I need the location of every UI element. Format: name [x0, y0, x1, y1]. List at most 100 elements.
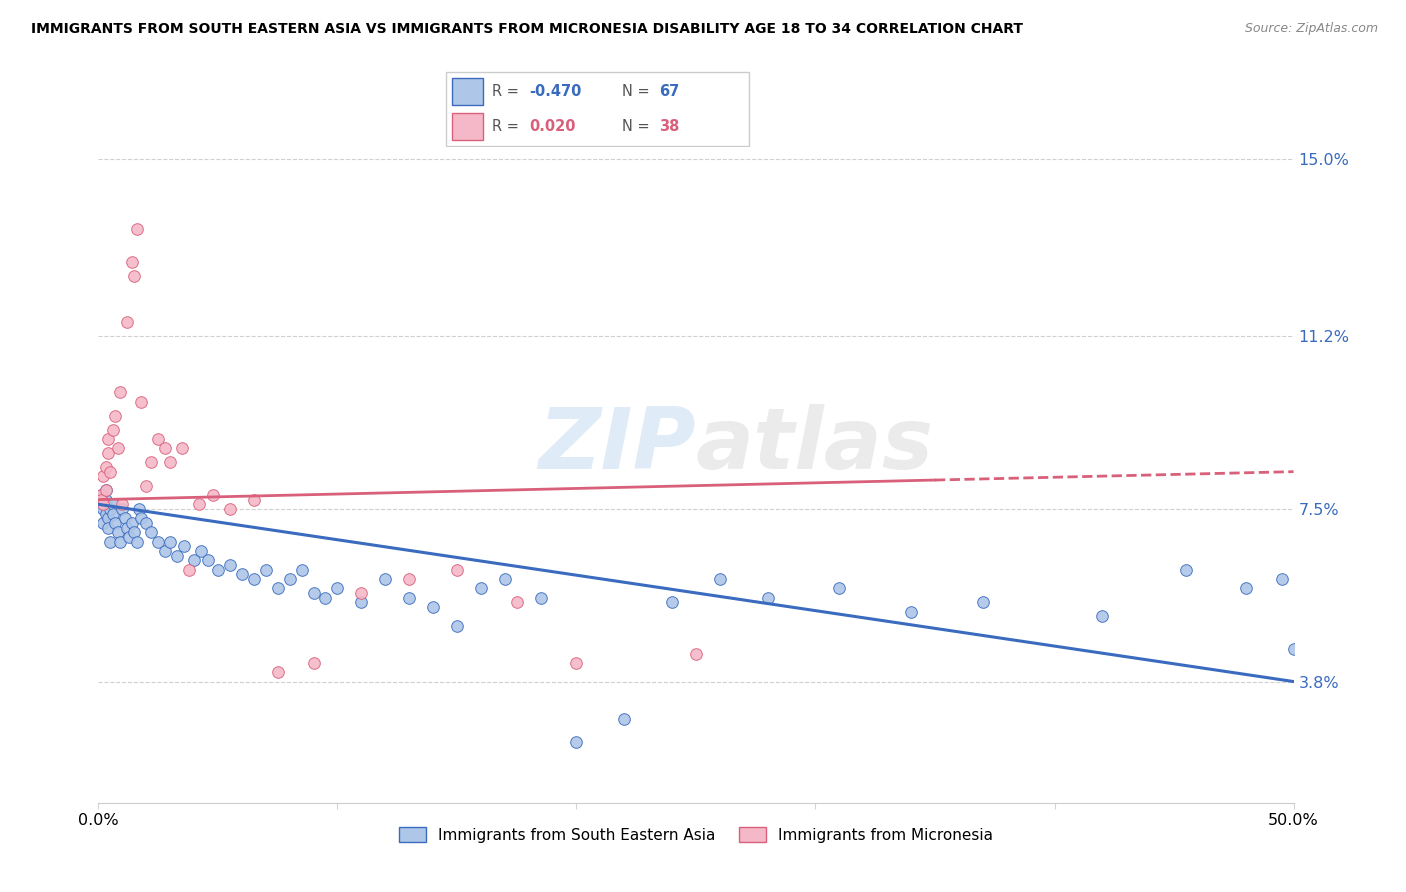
- FancyBboxPatch shape: [453, 113, 484, 140]
- Point: [139, 525, 162, 540]
- Point: [326, 581, 349, 595]
- Point: [183, 553, 205, 567]
- Point: [115, 315, 138, 329]
- Point: [565, 656, 588, 670]
- Point: [278, 572, 301, 586]
- Point: [302, 586, 325, 600]
- Legend: Immigrants from South Eastern Asia, Immigrants from Micronesia: Immigrants from South Eastern Asia, Immi…: [392, 821, 1000, 848]
- Point: [101, 507, 124, 521]
- Point: [101, 497, 124, 511]
- Point: [108, 385, 131, 400]
- Text: N =: N =: [623, 85, 655, 99]
- Point: [90, 488, 112, 502]
- Point: [159, 455, 181, 469]
- Point: [1234, 581, 1257, 595]
- Point: [148, 534, 170, 549]
- Point: [98, 534, 122, 549]
- Point: [125, 222, 148, 236]
- Point: [446, 563, 468, 577]
- Point: [494, 572, 516, 586]
- Point: [202, 488, 225, 502]
- Point: [254, 563, 277, 577]
- Point: [661, 595, 683, 609]
- Point: [148, 432, 170, 446]
- Point: [94, 492, 117, 507]
- Point: [1175, 563, 1198, 577]
- Point: [98, 465, 122, 479]
- Point: [97, 446, 120, 460]
- Point: [398, 572, 420, 586]
- Text: ZIP: ZIP: [538, 404, 696, 488]
- Point: [97, 511, 120, 525]
- Point: [709, 572, 731, 586]
- Point: [1282, 641, 1305, 656]
- Text: R =: R =: [492, 85, 524, 99]
- Point: [125, 534, 148, 549]
- Point: [398, 591, 420, 605]
- Point: [128, 502, 150, 516]
- Point: [155, 544, 177, 558]
- Point: [94, 483, 117, 498]
- Point: [374, 572, 396, 586]
- Point: [179, 563, 201, 577]
- Point: [506, 595, 529, 609]
- Point: [155, 442, 177, 456]
- Text: Source: ZipAtlas.com: Source: ZipAtlas.com: [1244, 22, 1378, 36]
- Point: [108, 534, 131, 549]
- Point: [190, 544, 212, 558]
- Point: [131, 394, 153, 409]
- Point: [114, 511, 136, 525]
- Point: [302, 656, 325, 670]
- Point: [94, 483, 117, 498]
- Point: [219, 558, 242, 572]
- Point: [350, 595, 373, 609]
- Text: atlas: atlas: [696, 404, 934, 488]
- Point: [219, 502, 242, 516]
- Point: [613, 712, 636, 726]
- Point: [91, 469, 114, 483]
- Point: [231, 567, 253, 582]
- Point: [291, 563, 314, 577]
- Point: [94, 460, 117, 475]
- Point: [97, 432, 120, 446]
- Point: [111, 502, 134, 516]
- Point: [97, 521, 120, 535]
- Text: -0.470: -0.470: [530, 85, 582, 99]
- Point: [756, 591, 779, 605]
- Point: [90, 492, 112, 507]
- Point: [267, 665, 290, 680]
- Point: [91, 502, 114, 516]
- Text: N =: N =: [623, 120, 655, 134]
- Point: [124, 268, 146, 283]
- Point: [104, 516, 127, 530]
- Point: [98, 502, 122, 516]
- Point: [90, 497, 112, 511]
- Point: [422, 599, 444, 614]
- Point: [91, 497, 114, 511]
- Point: [1271, 572, 1294, 586]
- Point: [972, 595, 994, 609]
- Point: [90, 488, 112, 502]
- Point: [91, 516, 114, 530]
- Point: [159, 534, 181, 549]
- Point: [197, 553, 219, 567]
- Point: [139, 455, 162, 469]
- Point: [135, 516, 157, 530]
- Point: [107, 442, 129, 456]
- Point: [131, 511, 153, 525]
- Point: [135, 478, 157, 492]
- Point: [173, 539, 195, 553]
- Point: [267, 581, 290, 595]
- Point: [121, 516, 143, 530]
- Point: [101, 423, 124, 437]
- Point: [243, 492, 266, 507]
- Point: [350, 586, 373, 600]
- Point: [900, 605, 922, 619]
- Point: [243, 572, 266, 586]
- Point: [111, 497, 134, 511]
- Point: [124, 525, 146, 540]
- FancyBboxPatch shape: [453, 78, 484, 105]
- Point: [104, 409, 127, 423]
- Point: [470, 581, 492, 595]
- Text: 38: 38: [659, 120, 679, 134]
